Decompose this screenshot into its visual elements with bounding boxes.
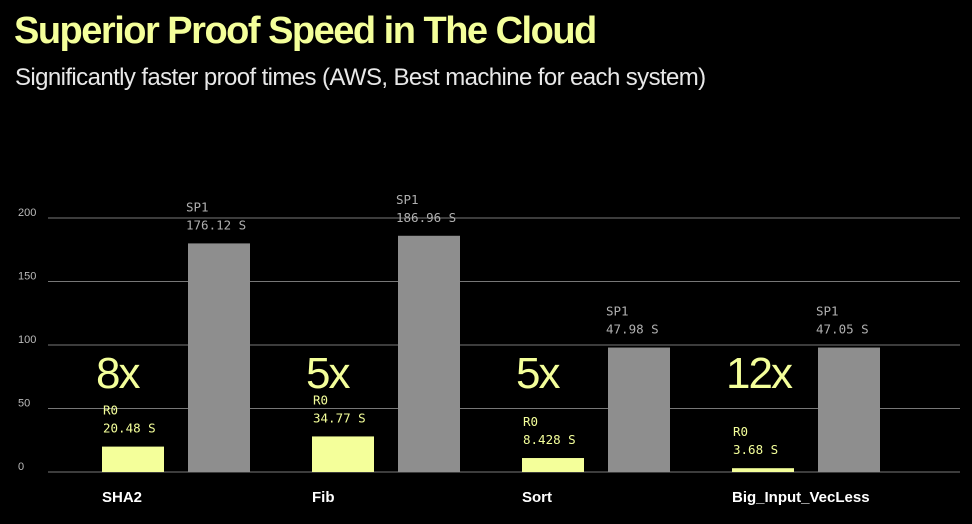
x-axis-categories: SHA2 Fib Sort Big_Input_VecLess bbox=[102, 489, 870, 506]
x-category-label: Big_Input_VecLess bbox=[732, 489, 870, 506]
bar-label-sp1-name: SP1 bbox=[186, 199, 209, 214]
bar-sp1-fib bbox=[398, 235, 460, 472]
y-axis-ticks: 0 50 100 150 200 bbox=[18, 207, 36, 473]
bar-r0-fib bbox=[312, 436, 374, 472]
bar-label-sp1-name: SP1 bbox=[606, 304, 629, 319]
bar-label-sp1-value: 47.05 S bbox=[816, 322, 869, 337]
bar-label-r0-value: 3.68 S bbox=[733, 442, 778, 457]
chart-title: Superior Proof Speed in The Cloud bbox=[14, 10, 597, 52]
bar-r0-big_input_vecless bbox=[732, 468, 794, 472]
bar-sp1-big_input_vecless bbox=[818, 347, 880, 472]
bar-label-r0-name: R0 bbox=[313, 392, 328, 407]
bar-sp1-sha2 bbox=[188, 243, 250, 472]
bar-label-sp1-name: SP1 bbox=[396, 192, 419, 207]
bar-label-sp1-value: 186.96 S bbox=[396, 210, 456, 225]
bar-label-sp1-name: SP1 bbox=[816, 304, 839, 319]
bar-label-sp1-value: 176.12 S bbox=[186, 217, 246, 232]
bar-r0-sha2 bbox=[102, 446, 164, 472]
bars bbox=[102, 235, 880, 472]
bar-r0-sort bbox=[522, 458, 584, 472]
bar-label-sp1-value: 47.98 S bbox=[606, 322, 659, 337]
x-category-label: Fib bbox=[312, 489, 335, 506]
x-category-label: Sort bbox=[522, 489, 552, 506]
y-tick-label-100: 100 bbox=[18, 334, 36, 346]
bar-label-r0-value: 8.428 S bbox=[523, 432, 576, 447]
bar-label-r0-value: 20.48 S bbox=[103, 421, 156, 436]
speedup-ratio: 5x bbox=[516, 349, 560, 398]
bar-label-r0-name: R0 bbox=[103, 403, 118, 418]
bar-label-r0-name: R0 bbox=[733, 424, 748, 439]
bar-labels: R0 20.48 S SP1 176.12 S 8x R0 34.77 S SP1 186.96… bbox=[96, 192, 869, 457]
bar-label-r0-name: R0 bbox=[523, 414, 538, 429]
y-tick-label-50: 50 bbox=[18, 398, 30, 410]
y-tick-label-200: 200 bbox=[18, 207, 36, 219]
bar-sp1-sort bbox=[608, 347, 670, 472]
x-category-label: SHA2 bbox=[102, 489, 142, 506]
chart-subtitle: Significantly faster proof times (AWS, B… bbox=[15, 64, 706, 91]
bar-label-r0-value: 34.77 S bbox=[313, 410, 366, 425]
speedup-ratio: 8x bbox=[96, 349, 140, 398]
y-tick-label-0: 0 bbox=[18, 461, 24, 473]
y-tick-label-150: 150 bbox=[18, 271, 36, 283]
speedup-ratio: 5x bbox=[306, 349, 350, 398]
speedup-ratio: 12x bbox=[726, 349, 793, 398]
